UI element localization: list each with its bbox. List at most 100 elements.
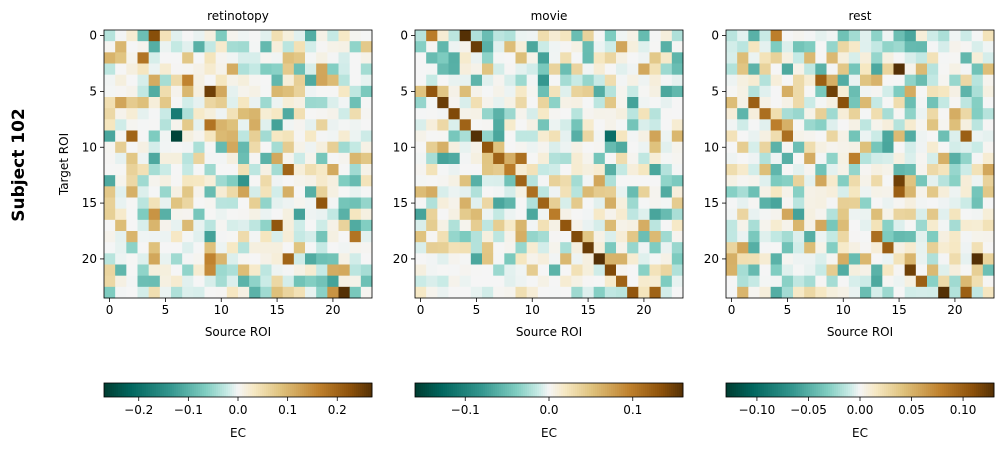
heatmap-cell — [148, 41, 161, 53]
colorbar-segment — [429, 383, 432, 397]
heatmap-cell — [949, 41, 961, 53]
heatmap-cell — [104, 74, 116, 87]
colorbar-segment — [539, 383, 542, 397]
heatmap-cell — [971, 41, 984, 53]
colorbar-segment — [756, 383, 759, 397]
colorbar-segment — [774, 383, 777, 397]
heatmap-cell — [482, 253, 494, 265]
colorbar-segment — [469, 383, 472, 397]
heatmap-cell — [971, 286, 984, 299]
heatmap-cell — [893, 175, 906, 187]
heatmap-cell — [426, 130, 438, 143]
heatmap-cell — [748, 231, 760, 243]
heatmap-cell — [737, 97, 749, 109]
heatmap-cell — [915, 286, 928, 299]
heatmap-cell — [971, 85, 984, 98]
heatmap-cell — [470, 30, 483, 42]
heatmap-cell — [137, 275, 150, 288]
heatmap-cell — [638, 63, 650, 76]
heatmap-cell — [893, 208, 906, 221]
heatmap-cell — [249, 242, 261, 254]
heatmap-cell — [249, 186, 261, 198]
heatmap-cell — [915, 186, 928, 198]
heatmap-cell — [448, 141, 461, 154]
heatmap-cell — [437, 108, 449, 120]
heatmap-cell — [860, 30, 872, 42]
heatmap-cell — [204, 286, 217, 299]
heatmap-cell — [904, 186, 917, 198]
heatmap-cell — [537, 219, 550, 232]
heatmap-cell — [316, 175, 328, 187]
heatmap-cell — [781, 108, 794, 120]
heatmap-cell — [137, 152, 150, 165]
heatmap-cell — [904, 152, 917, 165]
heatmap-cell — [582, 108, 595, 120]
heatmap-cell — [504, 141, 516, 154]
heatmap-cell — [504, 286, 516, 299]
heatmap-cell — [226, 197, 239, 210]
heatmap-cell — [249, 52, 261, 64]
heatmap-cell — [815, 52, 827, 64]
heatmap-cell — [882, 286, 894, 299]
heatmap-cell — [305, 197, 317, 210]
heatmap-cell — [515, 30, 528, 42]
heatmap-cell — [148, 164, 161, 176]
colorbar-segment — [354, 383, 357, 397]
heatmap-cell — [104, 286, 116, 299]
colorbar-segment — [816, 383, 819, 397]
heatmap-cell — [949, 152, 961, 165]
heatmap-cell — [938, 152, 950, 165]
heatmap-cell — [260, 119, 272, 131]
heatmap-cell — [215, 97, 228, 109]
heatmap-cell — [560, 85, 572, 98]
heatmap-cell — [770, 231, 783, 243]
colorbar-segment — [982, 383, 985, 397]
heatmap-cell — [604, 164, 617, 176]
heatmap-cell — [815, 197, 827, 210]
heatmap-cell — [349, 219, 362, 232]
heatmap-cell — [815, 208, 827, 221]
heatmap-cell — [604, 242, 617, 254]
heatmap-cell — [493, 97, 505, 109]
heatmap-cell — [860, 219, 872, 232]
heatmap-cell — [448, 30, 461, 42]
heatmap-cell — [960, 97, 973, 109]
heatmap-cell — [837, 242, 850, 254]
colorbar-segment — [802, 383, 805, 397]
heatmap-cell — [537, 119, 550, 131]
heatmap-cell — [470, 231, 483, 243]
colorbar-segment — [740, 383, 743, 397]
heatmap-cell — [249, 253, 261, 265]
heatmap-cell — [927, 186, 939, 198]
heatmap-cell — [649, 119, 662, 131]
heatmap-cell — [437, 231, 449, 243]
heatmap-cell — [249, 141, 261, 154]
heatmap-cell — [582, 74, 595, 87]
heatmap-cell — [504, 41, 516, 53]
heatmap-cell — [504, 208, 516, 221]
heatmap-cell — [904, 219, 917, 232]
x-tick-label: 15 — [891, 303, 906, 317]
heatmap-cell — [770, 152, 783, 165]
heatmap-cell — [327, 97, 339, 109]
heatmap-cell — [982, 208, 995, 221]
heatmap-cell — [604, 130, 617, 143]
heatmap-cell — [137, 264, 150, 277]
heatmap-cell — [360, 130, 373, 143]
heatmap-cell — [526, 97, 539, 109]
heatmap-cell — [549, 97, 561, 109]
heatmap-cell — [804, 286, 816, 299]
heatmap-cell — [927, 253, 939, 265]
heatmap-cell — [182, 242, 194, 254]
heatmap-cell — [459, 152, 472, 165]
heatmap-cell — [671, 253, 684, 265]
heatmap-cell — [305, 231, 317, 243]
heatmap-cell — [971, 219, 984, 232]
y-tick-label: 15 — [82, 196, 97, 210]
heatmap-cell — [593, 175, 606, 187]
heatmap-cell — [737, 197, 749, 210]
heatmap-cell — [459, 208, 472, 221]
heatmap-cell — [349, 164, 362, 176]
colorbar-segment — [974, 383, 977, 397]
